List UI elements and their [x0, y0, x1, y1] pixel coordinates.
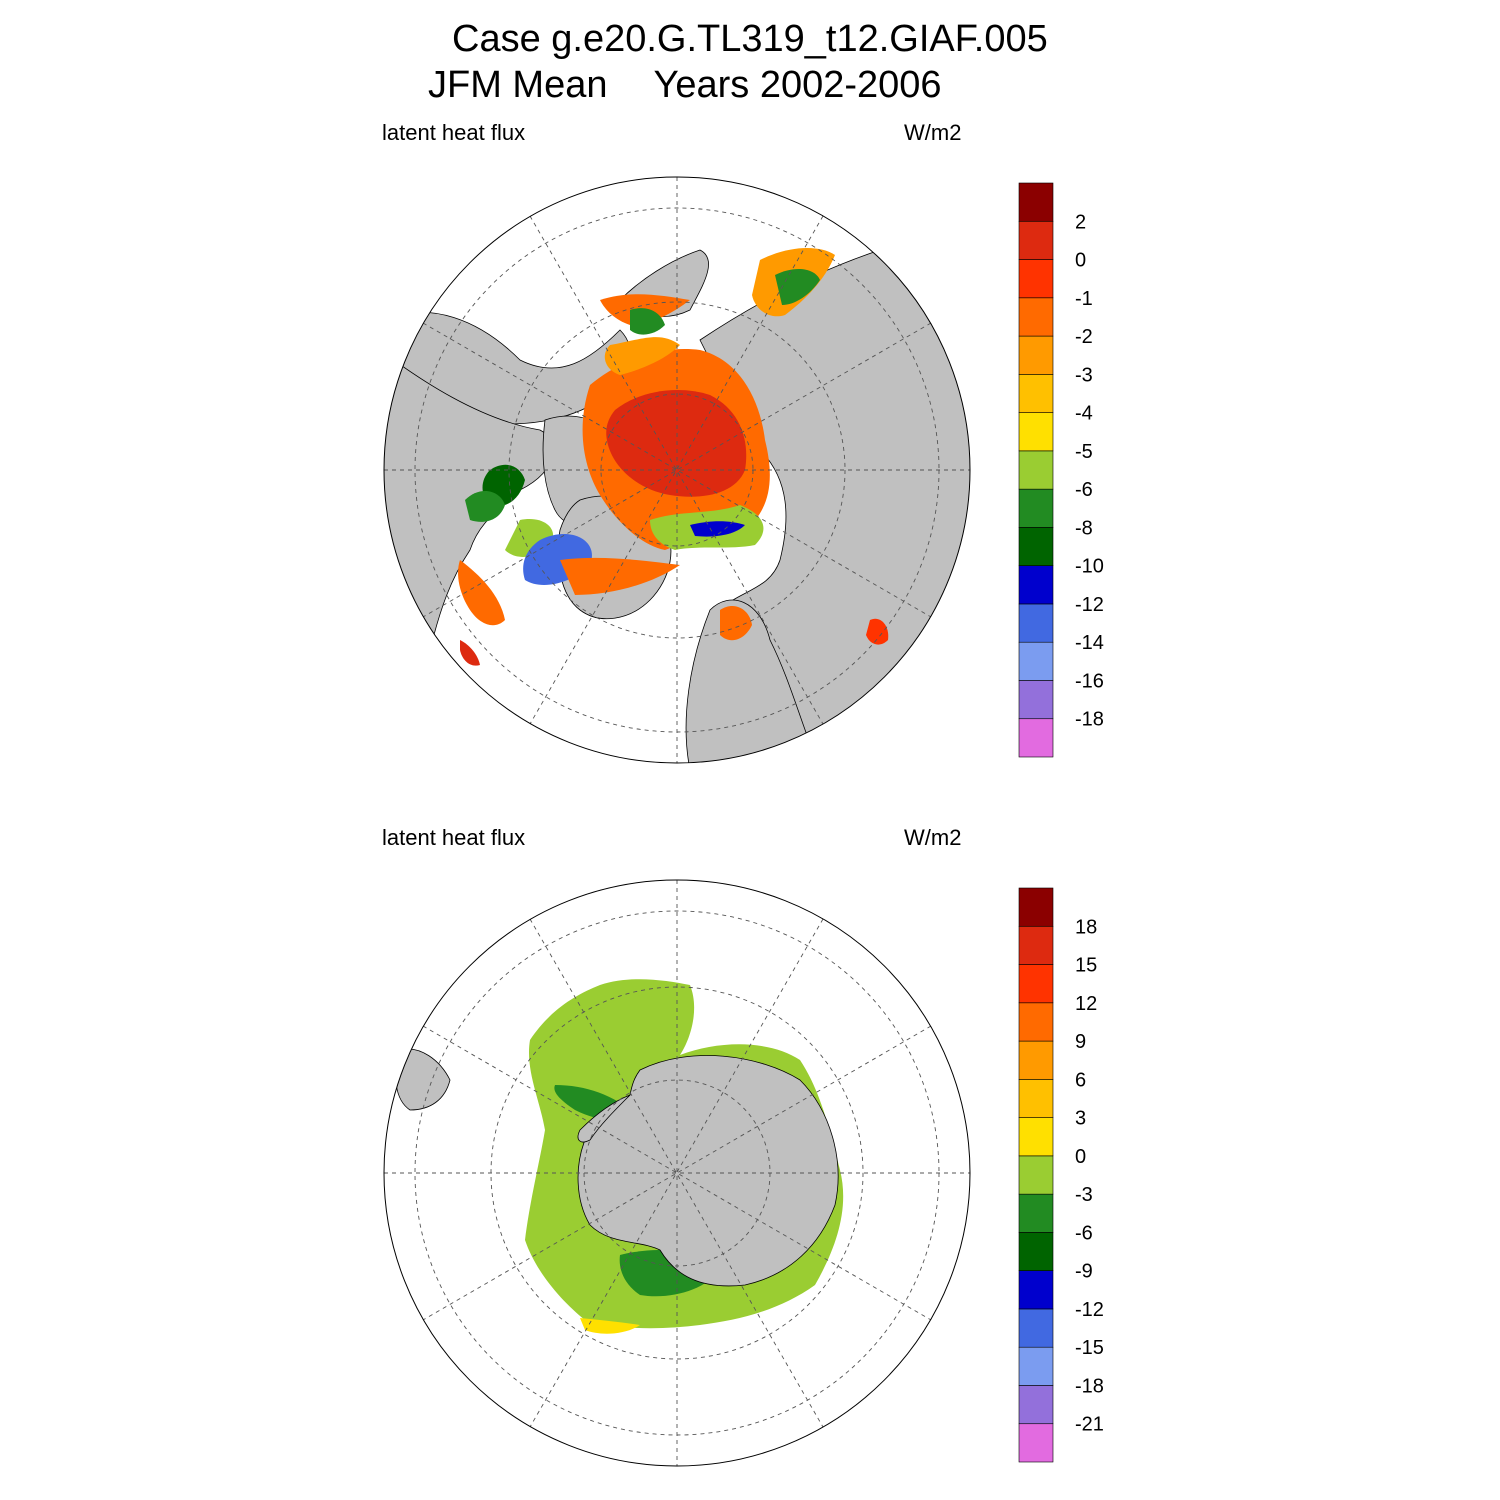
north-flux-field: [458, 248, 889, 666]
colorbar-tick-label: -8: [1075, 517, 1093, 539]
colorbar-tick-label: -15: [1075, 1337, 1104, 1359]
colorbar-swatch: [1018, 1385, 1054, 1425]
colorbar-tick-label: -12: [1075, 1299, 1104, 1321]
colorbar-tick-label: -4: [1075, 403, 1093, 425]
north-land: [384, 249, 970, 763]
colorbar-tick-label: -21: [1075, 1414, 1104, 1436]
colorbar-tick-label: -1: [1075, 288, 1093, 310]
colorbar-swatch: [1018, 1423, 1054, 1463]
figure-title-period: JFM Mean Years 2002-2006: [428, 64, 942, 107]
colorbar-swatch: [1018, 1193, 1054, 1233]
colorbar-swatch: [1018, 1232, 1054, 1271]
colorbar-tick-label: -14: [1075, 632, 1104, 654]
colorbar-tick-label: 2: [1075, 211, 1086, 233]
colorbar-tick-label: 18: [1075, 916, 1097, 938]
colorbar-tick-label: -18: [1075, 1375, 1104, 1397]
figure-title-case: Case g.e20.G.TL319_t12.GIAF.005: [452, 18, 1048, 60]
north-graticule: [384, 177, 970, 763]
colorbar-swatch: [1018, 1346, 1054, 1386]
north-units-label: W/m2: [904, 120, 962, 145]
colorbar-tick-label: -12: [1075, 594, 1104, 616]
season-label: JFM Mean: [428, 64, 608, 106]
colorbar-swatch: [1018, 887, 1054, 927]
colorbar-swatch: [1018, 641, 1054, 681]
north-variable-label: latent heat flux: [382, 120, 526, 145]
colorbar-swatch: [1018, 718, 1054, 758]
north-colorbar: -18-16-14-12-10-8-6-5-4-3-2-102: [1018, 182, 1104, 758]
colorbar-swatch: [1018, 220, 1054, 260]
colorbar-swatch: [1018, 527, 1054, 566]
south-units-label: W/m2: [904, 825, 962, 850]
colorbar-tick-label: 3: [1075, 1108, 1086, 1130]
south-colorbar: -21 -18 -15 -12 -9 -6 -3 0 3 6 9 12 15 18: [1018, 887, 1104, 1463]
colorbar-tick-label: -9: [1075, 1261, 1093, 1283]
colorbar-tick-label: -3: [1075, 364, 1093, 386]
colorbar-swatch: [1018, 488, 1054, 528]
south-polar-map: [383, 879, 971, 1467]
colorbar-tick-label: -2: [1075, 326, 1093, 348]
colorbar-tick-label: -10: [1075, 556, 1104, 578]
colorbar-tick-label: 9: [1075, 1031, 1086, 1053]
colorbar-swatch: [1018, 297, 1054, 337]
colorbar-tick-label: 0: [1075, 250, 1086, 272]
colorbar-swatch: [1018, 925, 1054, 965]
north-polar-map: [383, 176, 971, 764]
colorbar-swatch: [1018, 335, 1054, 375]
colorbar-swatch: [1018, 1002, 1054, 1042]
colorbar-tick-label: 12: [1075, 993, 1097, 1015]
colorbar-tick-label: -6: [1075, 1222, 1093, 1244]
colorbar-swatch: [1018, 182, 1054, 222]
colorbar-swatch: [1018, 680, 1054, 720]
colorbar-swatch: [1018, 603, 1054, 643]
colorbar-swatch: [1018, 1040, 1054, 1080]
colorbar-tick-label: -6: [1075, 479, 1093, 501]
colorbar-tick-label: -18: [1075, 709, 1104, 731]
south-variable-label: latent heat flux: [382, 825, 526, 850]
colorbar-swatch: [1018, 1308, 1054, 1348]
colorbar-swatch: [1018, 1270, 1054, 1310]
colorbar-tick-label: -16: [1075, 670, 1104, 692]
colorbar-swatch: [1018, 964, 1054, 1004]
colorbar-tick-label: 0: [1075, 1146, 1086, 1168]
colorbar-swatch: [1018, 450, 1054, 490]
colorbar-swatch: [1018, 1117, 1054, 1157]
years-label: Years 2002-2006: [653, 64, 942, 106]
south-land: [395, 1048, 839, 1287]
colorbar-tick-label: 6: [1075, 1069, 1086, 1091]
colorbar-swatch: [1018, 412, 1054, 452]
colorbar-tick-label: 15: [1075, 955, 1097, 977]
colorbar-swatch: [1018, 374, 1054, 413]
colorbar-swatch: [1018, 1079, 1054, 1118]
colorbar-tick-label: -5: [1075, 441, 1093, 463]
colorbar-swatch: [1018, 259, 1054, 299]
south-graticule: [384, 880, 970, 1466]
colorbar-swatch: [1018, 1155, 1054, 1195]
colorbar-tick-label: -3: [1075, 1184, 1093, 1206]
colorbar-swatch: [1018, 565, 1054, 605]
